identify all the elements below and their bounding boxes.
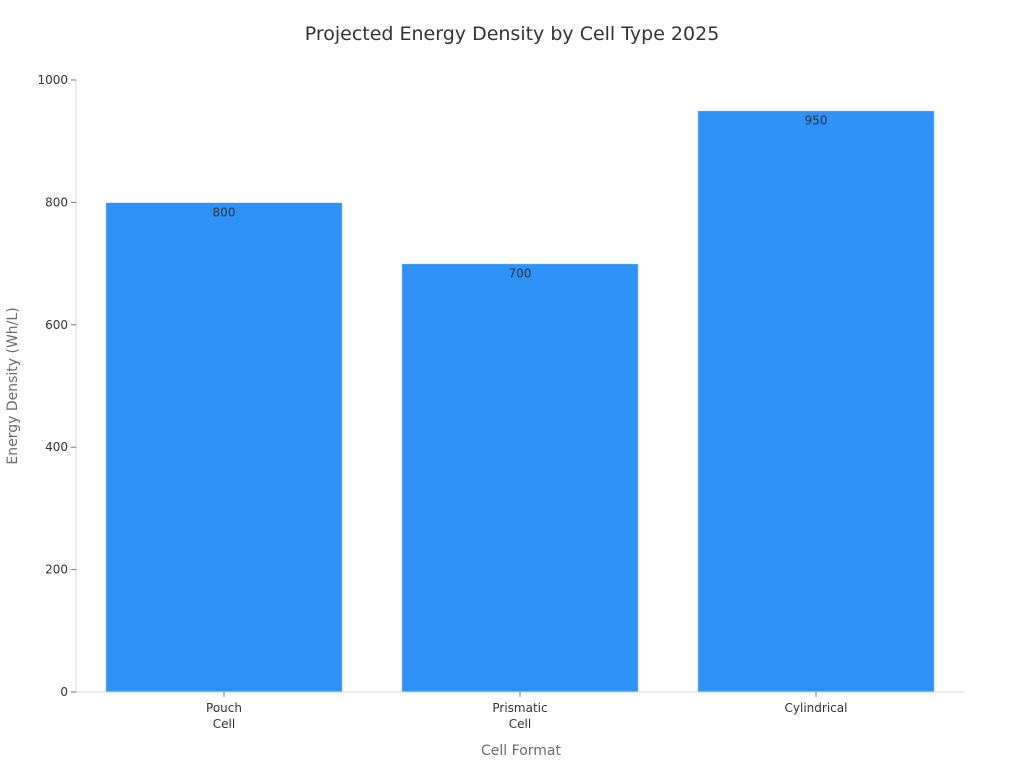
bar[interactable] [105,201,343,693]
bar[interactable] [697,110,935,693]
bar[interactable] [401,263,639,693]
y-tick-label: 1000 [37,73,68,87]
plot-area: 800 700 950 [105,110,935,693]
x-tick-label: Pouch Cell [206,701,242,731]
y-tick-label: 600 [45,318,68,332]
bar-data-label: 950 [805,114,828,128]
y-axis-ticks: 0 200 400 600 800 1000 [37,73,76,699]
chart-title: Projected Energy Density by Cell Type 20… [305,23,720,45]
x-axis-ticks: Pouch Cell Prismatic Cell Cylindrical [206,692,847,731]
y-tick-label: 0 [60,685,68,699]
y-axis-title: Energy Density (Wh/L) [5,307,21,464]
x-tick-label: Prismatic Cell [492,701,547,731]
bar-data-label: 800 [213,205,236,219]
y-tick-label: 400 [45,440,68,454]
y-tick-label: 200 [45,563,68,577]
y-tick-label: 800 [45,195,68,209]
x-axis-title: Cell Format [481,743,561,759]
x-tick-label: Cylindrical [785,701,848,715]
bar-data-label: 700 [509,267,532,281]
